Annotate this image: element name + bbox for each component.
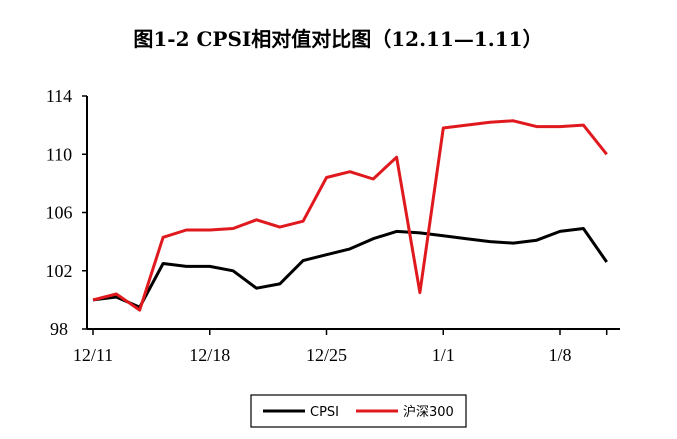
series-lines [92, 119, 608, 312]
x-tick-label: 1/8 [548, 345, 571, 365]
y-tick-label: 114 [46, 86, 72, 106]
x-ticks: 12/11 12/18 12/25 1/1 1/8 [73, 329, 608, 365]
y-ticks: 98 102 106 110 114 [46, 86, 87, 339]
y-tick-label: 110 [46, 144, 72, 164]
chart-axes [86, 96, 620, 330]
series-line-hs300 [92, 119, 608, 312]
chart-title: 图1-2 CPSI相对值对比图（12.11—1.11） [133, 27, 542, 51]
x-tick-label: 12/11 [73, 345, 113, 365]
y-tick-label: 106 [46, 203, 73, 223]
legend: CPSI 沪深300 [250, 394, 467, 428]
series-line-cpsi [92, 227, 608, 309]
x-tick-label: 12/25 [306, 345, 347, 365]
y-tick-label: 98 [50, 319, 68, 339]
x-tick-label: 1/1 [432, 345, 455, 365]
x-tick-label: 12/18 [189, 345, 230, 365]
legend-label-hs300: 沪深300 [403, 404, 454, 420]
y-tick-label: 102 [46, 261, 73, 281]
legend-label-cpsi: CPSI [310, 405, 339, 420]
